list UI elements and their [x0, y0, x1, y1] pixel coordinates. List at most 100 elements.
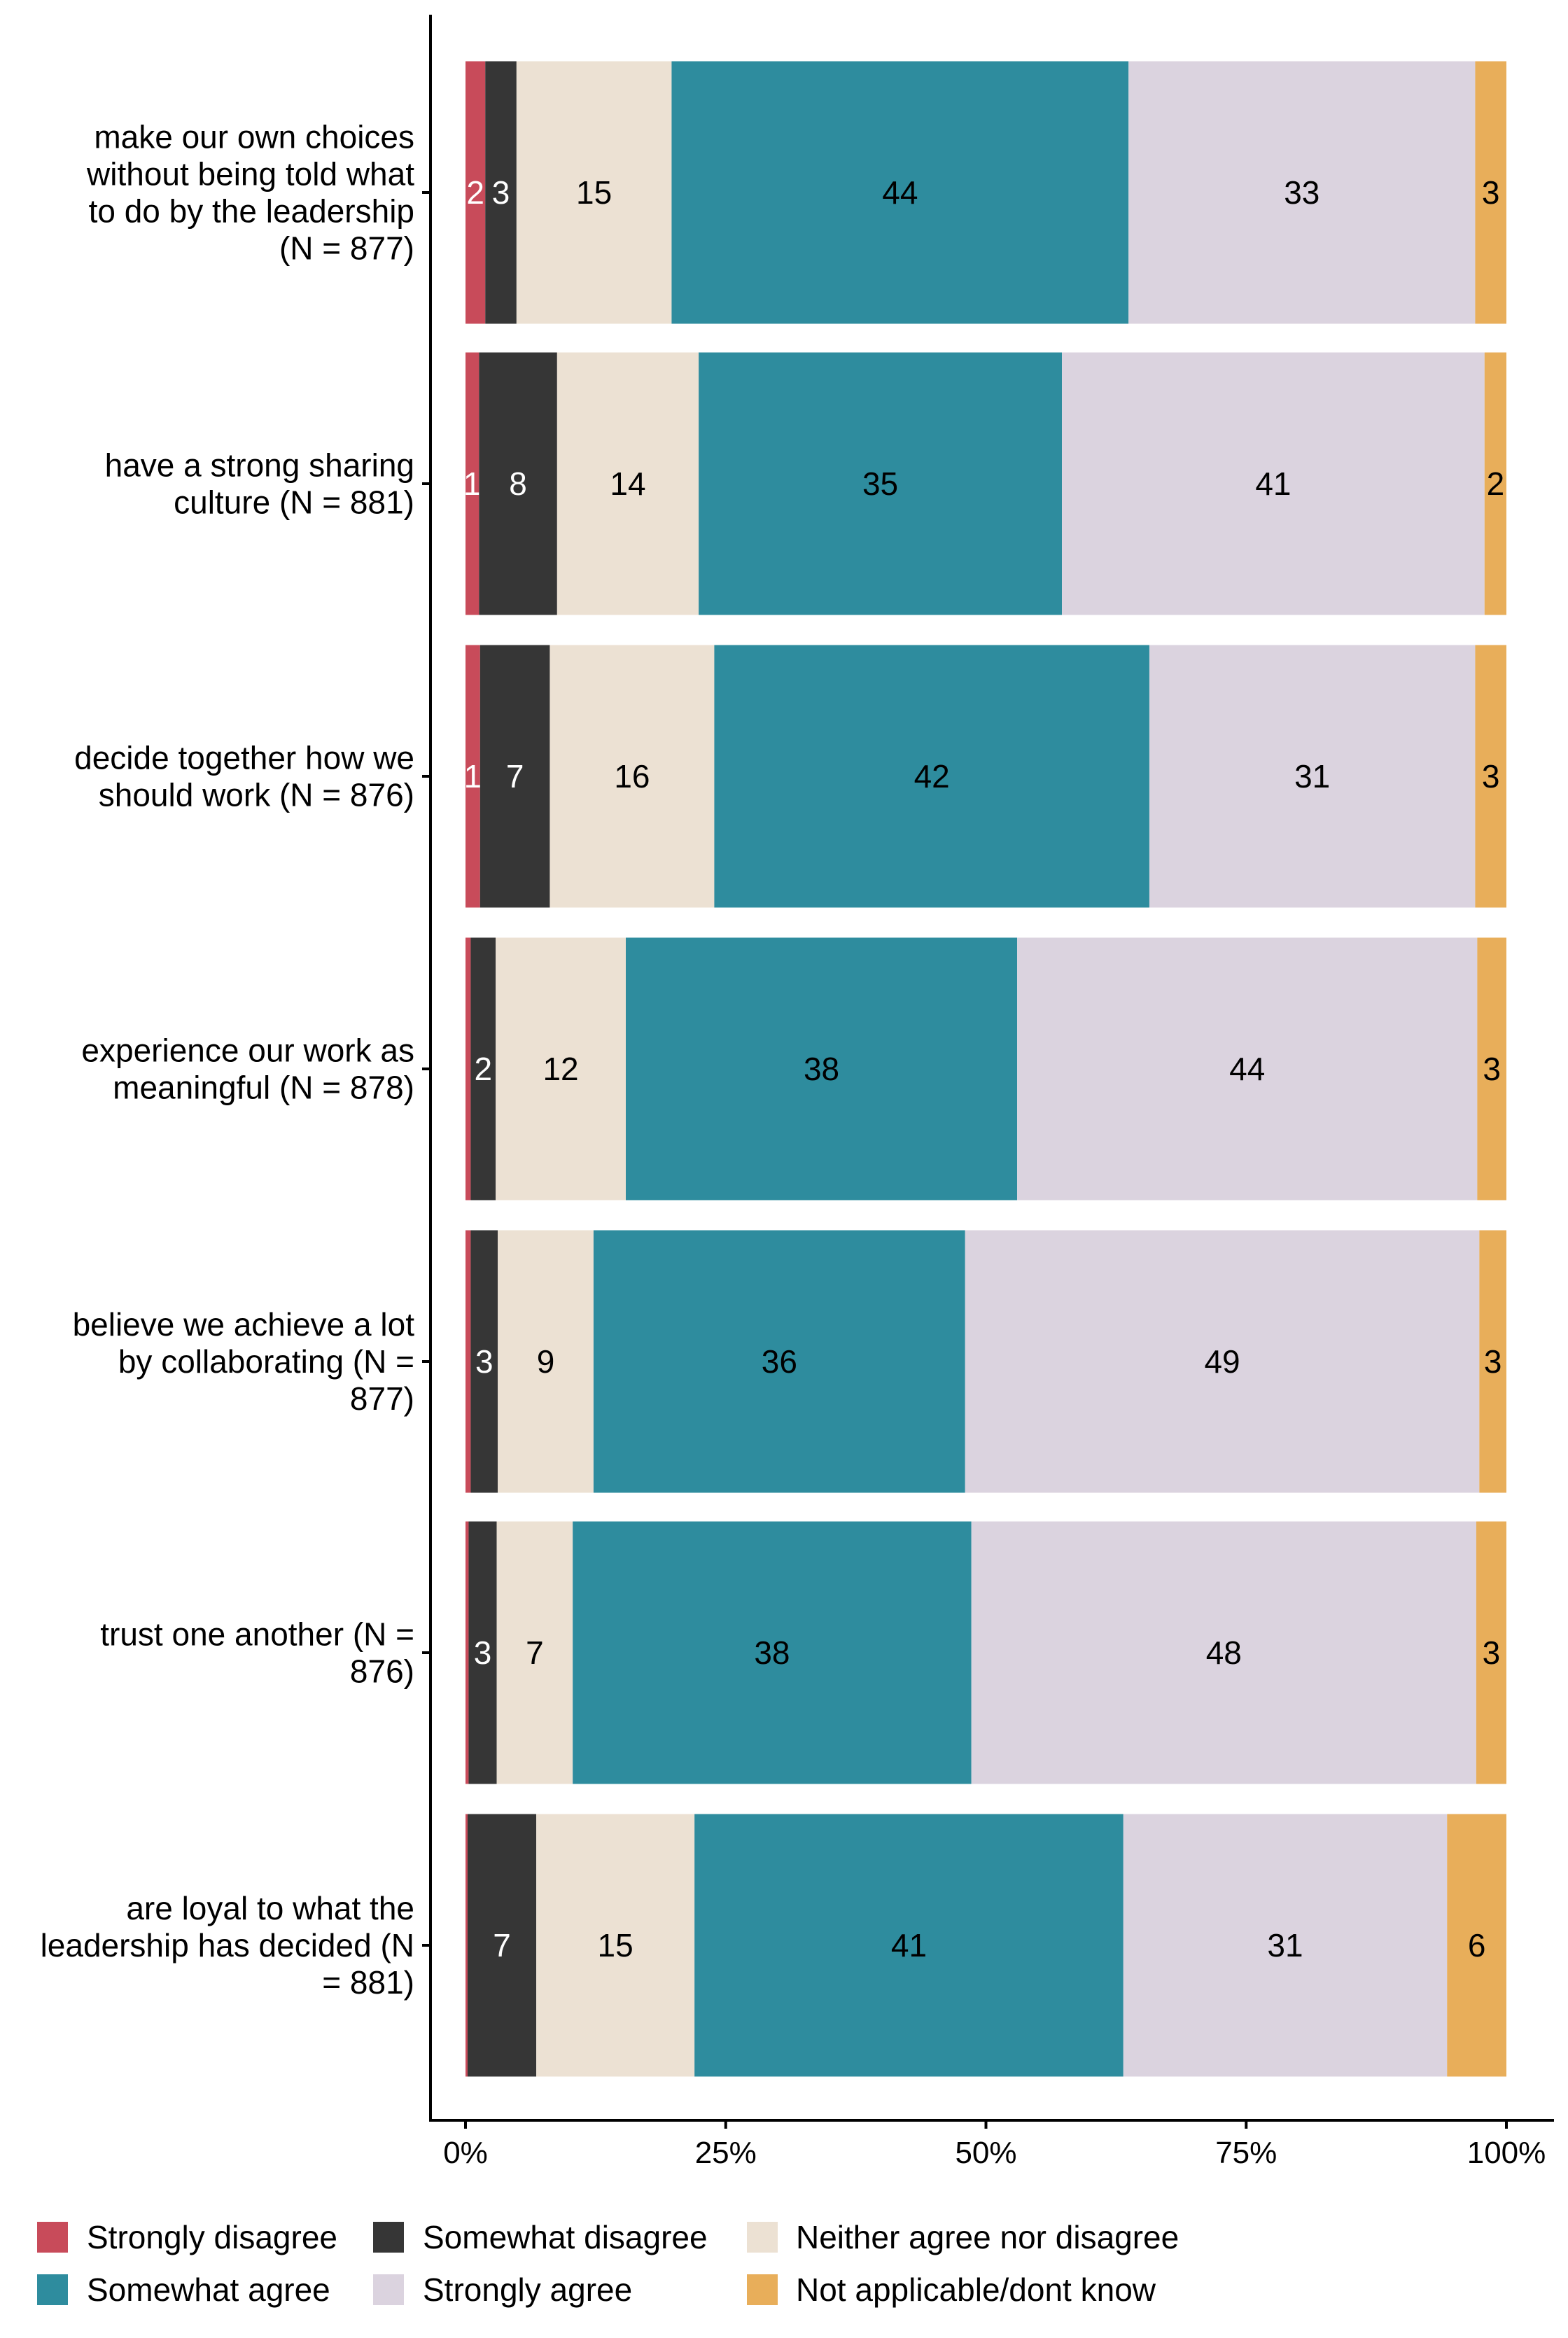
- data-label: 38: [804, 1051, 839, 1087]
- data-label: 14: [610, 465, 645, 502]
- x-tick-label: 75%: [1215, 2136, 1277, 2170]
- bars-layer: 2 3 15 44 33 31 8 14 35 41 21 7 16 42 31 32 12 38 44 33 9 36 4…: [463, 61, 1506, 2077]
- data-label: 2: [466, 174, 484, 211]
- bar-segment: [1475, 645, 1506, 908]
- bar-segment: [1479, 1230, 1506, 1493]
- legend-label: Somewhat disagree: [423, 2219, 708, 2255]
- bar-segment: [965, 1230, 1480, 1493]
- data-label: 3: [1484, 1343, 1502, 1380]
- y-tick-label: by collaborating (N =: [118, 1343, 414, 1380]
- legend-label: Neither agree nor disagree: [796, 2219, 1179, 2255]
- data-label: 7: [506, 758, 524, 794]
- data-label: 41: [891, 1927, 927, 1963]
- legend-label: Strongly agree: [423, 2272, 632, 2308]
- bar-segment: [699, 352, 1063, 615]
- bar-segment: [496, 937, 626, 1200]
- bar-segment: [694, 1814, 1124, 2077]
- y-tick-label: meaningful (N = 878): [113, 1070, 414, 1106]
- data-label: 41: [1255, 465, 1291, 502]
- data-label: 15: [598, 1927, 634, 1963]
- data-label: 15: [576, 174, 612, 211]
- y-tick-label: 876): [350, 1653, 414, 1690]
- legend-label: Not applicable/dont know: [796, 2272, 1156, 2308]
- legend-label: Strongly disagree: [87, 2219, 337, 2255]
- data-label: 35: [862, 465, 898, 502]
- data-label: 31: [1267, 1927, 1303, 1963]
- y-tick-label: make our own choices: [94, 119, 414, 155]
- bar-segment: [1017, 937, 1478, 1200]
- data-label: 3: [1482, 758, 1500, 794]
- bar-segment: [1062, 352, 1485, 615]
- data-label: 9: [537, 1343, 555, 1380]
- bar-segment: [465, 61, 486, 324]
- bar-segment: [467, 1814, 537, 2077]
- y-tick-label: experience our work as: [81, 1032, 414, 1069]
- bar-segment: [593, 1230, 965, 1493]
- bar-segment: [671, 61, 1129, 324]
- bar-segment: [714, 645, 1149, 908]
- bar-segment: [465, 1230, 471, 1493]
- legend-swatch: [373, 2222, 404, 2253]
- bar-segment: [536, 1814, 695, 2077]
- data-label: 42: [914, 758, 950, 794]
- legend-swatch: [373, 2274, 404, 2305]
- bar-segment: [1477, 937, 1506, 1200]
- y-tick-label: believe we achieve a lot: [73, 1306, 415, 1343]
- bar-segment: [625, 937, 1018, 1200]
- y-tick-label: (N = 877): [279, 230, 414, 267]
- y-tick-label: 877): [350, 1380, 414, 1417]
- data-label: 2: [1487, 465, 1505, 502]
- data-label: 1: [463, 465, 482, 502]
- data-label: 16: [614, 758, 650, 794]
- bar-segment: [498, 1230, 594, 1493]
- bar-segment: [573, 1521, 972, 1784]
- bar-segment: [468, 1521, 497, 1784]
- bar-segment: [465, 1814, 468, 2077]
- data-label: 44: [882, 174, 918, 211]
- y-tick-label: should work (N = 876): [99, 777, 414, 813]
- y-tick-label: decide together how we: [74, 740, 414, 776]
- bar-segment: [479, 352, 557, 615]
- data-label: 3: [1483, 1634, 1501, 1671]
- y-tick-label: leadership has decided (N: [41, 1927, 414, 1963]
- y-tick-label: to do by the leadership: [89, 193, 414, 230]
- legend-label: Somewhat agree: [87, 2272, 330, 2308]
- data-label: 3: [1483, 1051, 1501, 1087]
- y-tick-label: culture (N = 881): [174, 484, 414, 521]
- data-label: 38: [754, 1634, 790, 1671]
- bar-segment: [1149, 645, 1476, 908]
- bar-segment: [1484, 352, 1506, 615]
- x-tick-label: 25%: [695, 2136, 757, 2170]
- data-label: 1: [464, 758, 482, 794]
- bar-segment: [1476, 1521, 1506, 1784]
- x-axis: 0% 25% 50% 75% 100%: [443, 2120, 1546, 2170]
- data-label: 7: [493, 1927, 511, 1963]
- bar-segment: [516, 61, 672, 324]
- bar-segment: [550, 645, 715, 908]
- bar-segment: [1123, 1814, 1448, 2077]
- x-tick-label: 100%: [1467, 2136, 1546, 2170]
- y-tick-label: trust one another (N =: [100, 1616, 414, 1653]
- bar-segment: [470, 1230, 498, 1493]
- data-label: 36: [762, 1343, 797, 1380]
- bar-segment: [465, 645, 480, 908]
- x-tick-label: 0%: [443, 2136, 488, 2170]
- legend-swatch: [37, 2222, 68, 2253]
- data-label: 3: [492, 174, 510, 211]
- bar-segment: [1128, 61, 1476, 324]
- x-tick-label: 50%: [955, 2136, 1016, 2170]
- data-label: 6: [1468, 1927, 1486, 1963]
- data-label: 49: [1204, 1343, 1240, 1380]
- legend: Strongly disagree Somewhat disagree Neithe…: [37, 2219, 1179, 2308]
- bar-segment: [465, 1521, 469, 1784]
- bar-segment: [971, 1521, 1476, 1784]
- legend-swatch: [747, 2274, 778, 2305]
- data-label: 2: [474, 1051, 492, 1087]
- data-label: 31: [1294, 758, 1330, 794]
- data-label: 44: [1229, 1051, 1265, 1087]
- data-label: 8: [509, 465, 527, 502]
- legend-swatch: [747, 2222, 778, 2253]
- y-tick-label: are loyal to what the: [126, 1890, 414, 1926]
